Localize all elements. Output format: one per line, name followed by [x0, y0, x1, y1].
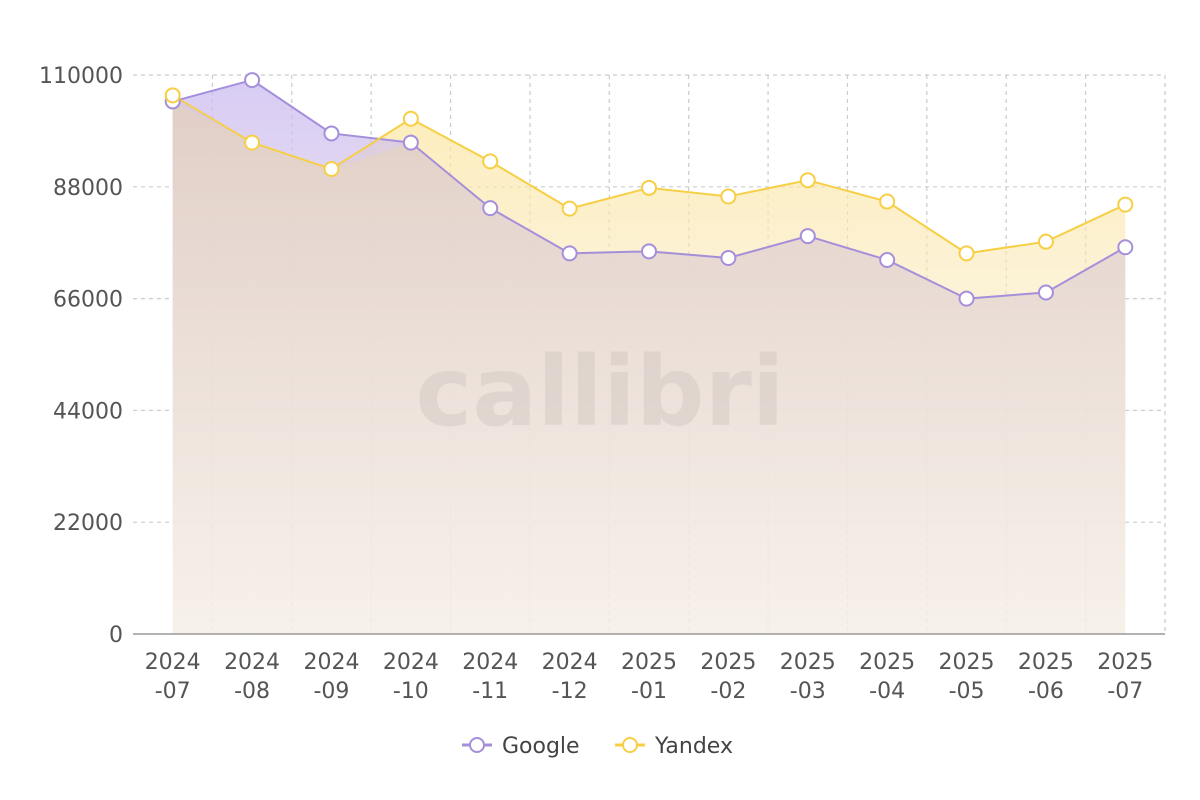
google-point[interactable] — [720, 249, 737, 266]
x-tick-label-part: 2025 — [780, 650, 836, 675]
yandex-point[interactable] — [720, 188, 737, 205]
y-tick-label: 44000 — [53, 399, 123, 424]
x-tick-label-part: 2024 — [383, 650, 439, 675]
yandex-point[interactable] — [244, 134, 261, 151]
yandex-point[interactable] — [1117, 196, 1134, 213]
google-point[interactable] — [958, 290, 975, 307]
x-tick-label: 2025 -05 — [939, 650, 995, 704]
x-tick-label-part: -02 — [710, 679, 746, 704]
x-tick-label-part: 2024 — [303, 650, 359, 675]
x-tick-label: 2025 -04 — [859, 650, 915, 704]
x-tick-label: 2024 -11 — [462, 650, 518, 704]
x-tick-label-part: -03 — [790, 679, 826, 704]
watermark: callibri — [415, 336, 784, 448]
yandex-point[interactable] — [164, 87, 181, 104]
x-tick-label: 2025 -02 — [700, 650, 756, 704]
x-tick-label-part: -04 — [869, 679, 905, 704]
legend-label: Google — [502, 734, 580, 759]
x-tick-label-part: -06 — [1028, 679, 1064, 704]
x-tick-label-part: -07 — [155, 679, 191, 704]
legend: Google Yandex — [462, 734, 733, 759]
y-tick-label: 110000 — [39, 64, 123, 89]
yandex-point[interactable] — [482, 153, 499, 170]
x-tick-label-part: -10 — [393, 679, 429, 704]
x-tick-label-part: -11 — [472, 679, 508, 704]
areas — [172, 80, 1126, 635]
x-tick-label-part: 2025 — [859, 650, 915, 675]
google-point[interactable] — [641, 243, 657, 260]
y-tick-label: 66000 — [53, 288, 123, 313]
x-tick-label-part: 2025 — [939, 650, 995, 675]
yandex-point[interactable] — [1037, 233, 1054, 250]
x-tick-label-part: 2024 — [462, 650, 518, 675]
yandex-point[interactable] — [958, 245, 975, 262]
legend-item-yandex[interactable]: Yandex — [615, 734, 733, 759]
google-point[interactable] — [561, 245, 578, 262]
x-tick-label-part: -01 — [631, 679, 667, 704]
legend-swatch-marker — [469, 737, 485, 753]
x-tick-label-part: -09 — [313, 679, 349, 704]
yandex-point[interactable] — [323, 161, 340, 178]
google-point[interactable] — [1117, 239, 1134, 256]
x-tick-label-part: 2025 — [1018, 650, 1074, 675]
y-tick-label: 88000 — [53, 176, 123, 201]
yandex-point[interactable] — [799, 172, 816, 189]
yandex-point[interactable] — [641, 179, 657, 196]
series-points — [164, 72, 1134, 307]
google-point[interactable] — [402, 134, 419, 151]
google-point[interactable] — [244, 72, 261, 89]
google-point[interactable] — [879, 251, 896, 268]
x-tick-label: 2025 -07 — [1097, 650, 1153, 704]
y-tick-label: 22000 — [53, 511, 123, 536]
x-tick-label-part: -12 — [552, 679, 588, 704]
x-tick-label-part: 2024 — [542, 650, 598, 675]
axes: 0 22000 44000 66000 88000 110000 2024 -07 2024 -0… — [39, 64, 1165, 704]
x-tick-label-part: -07 — [1107, 679, 1143, 704]
x-tick-label-part: 2024 — [224, 650, 280, 675]
x-tick-label: 2024 -08 — [224, 650, 280, 704]
google-point[interactable] — [1037, 284, 1054, 301]
yandex-point[interactable] — [879, 193, 896, 210]
google-point[interactable] — [799, 228, 816, 245]
x-tick-label-part: -05 — [949, 679, 985, 704]
x-tick-label: 2024 -10 — [383, 650, 439, 704]
legend-swatch-marker — [622, 737, 638, 753]
x-tick-label: 2024 -12 — [542, 650, 598, 704]
x-tick-label: 2024 -07 — [145, 650, 201, 704]
overlap-area — [172, 101, 1126, 634]
y-tick-label: 0 — [109, 623, 123, 648]
x-tick-label-part: 2025 — [1097, 650, 1153, 675]
x-tick-label: 2025 -01 — [621, 650, 677, 704]
x-tick-label-part: 2024 — [145, 650, 201, 675]
legend-item-google[interactable]: Google — [462, 734, 580, 759]
x-tick-label-part: -08 — [234, 679, 270, 704]
google-point[interactable] — [482, 200, 499, 217]
google-point[interactable] — [323, 125, 340, 142]
x-tick-label: 2024 -09 — [303, 650, 359, 704]
yandex-point[interactable] — [402, 110, 419, 127]
x-tick-label: 2025 -03 — [780, 650, 836, 704]
x-tick-label-part: 2025 — [621, 650, 677, 675]
x-tick-label-part: 2025 — [700, 650, 756, 675]
yandex-point[interactable] — [561, 200, 578, 217]
legend-label: Yandex — [654, 734, 733, 759]
x-tick-label: 2025 -06 — [1018, 650, 1074, 704]
